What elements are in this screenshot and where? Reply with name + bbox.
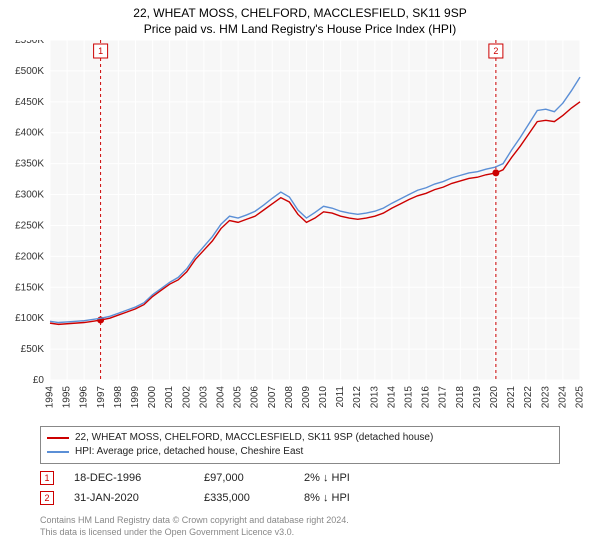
event-date: 31-JAN-2020 bbox=[74, 492, 184, 504]
svg-text:2006: 2006 bbox=[250, 386, 261, 409]
event-delta: 2% ↓ HPI bbox=[304, 472, 414, 484]
chart-title: 22, WHEAT MOSS, CHELFORD, MACCLESFIELD, … bbox=[0, 0, 600, 20]
svg-text:2011: 2011 bbox=[335, 386, 346, 408]
svg-text:2013: 2013 bbox=[369, 386, 380, 409]
event-marker: 2 bbox=[40, 491, 54, 505]
event-delta: 8% ↓ HPI bbox=[304, 492, 414, 504]
svg-text:2021: 2021 bbox=[506, 386, 517, 409]
svg-text:£300K: £300K bbox=[15, 190, 44, 201]
svg-text:2012: 2012 bbox=[352, 386, 363, 409]
svg-text:1996: 1996 bbox=[79, 386, 90, 409]
svg-text:£100K: £100K bbox=[15, 313, 44, 324]
event-price: £97,000 bbox=[204, 472, 284, 484]
svg-text:2007: 2007 bbox=[267, 386, 278, 409]
svg-text:£250K: £250K bbox=[15, 220, 44, 231]
svg-text:2005: 2005 bbox=[233, 386, 244, 409]
svg-text:2022: 2022 bbox=[523, 386, 534, 409]
svg-text:1999: 1999 bbox=[130, 386, 141, 409]
svg-text:2017: 2017 bbox=[438, 386, 449, 409]
legend: 22, WHEAT MOSS, CHELFORD, MACCLESFIELD, … bbox=[40, 426, 560, 464]
svg-text:2003: 2003 bbox=[198, 386, 209, 409]
attribution-line-2: This data is licensed under the Open Gov… bbox=[40, 526, 560, 538]
svg-text:2019: 2019 bbox=[472, 386, 483, 409]
legend-label: 22, WHEAT MOSS, CHELFORD, MACCLESFIELD, … bbox=[75, 431, 433, 445]
attribution-line-1: Contains HM Land Registry data © Crown c… bbox=[40, 514, 560, 526]
svg-text:2: 2 bbox=[493, 46, 498, 56]
svg-text:£550K: £550K bbox=[15, 40, 44, 46]
svg-text:£500K: £500K bbox=[15, 66, 44, 77]
svg-text:1: 1 bbox=[98, 46, 103, 56]
legend-label: HPI: Average price, detached house, Ches… bbox=[75, 445, 303, 459]
svg-text:£400K: £400K bbox=[15, 128, 44, 139]
svg-text:2001: 2001 bbox=[164, 386, 175, 409]
svg-text:2008: 2008 bbox=[284, 386, 295, 409]
chart-area: £0 £50K £100K £150K £200K £250K £300K £350K £400… bbox=[0, 40, 600, 420]
event-date: 18-DEC-1996 bbox=[74, 472, 184, 484]
attribution: Contains HM Land Registry data © Crown c… bbox=[40, 514, 560, 538]
svg-text:2018: 2018 bbox=[455, 386, 466, 409]
event-marker: 1 bbox=[40, 471, 54, 485]
svg-text:2000: 2000 bbox=[147, 386, 158, 409]
event-row: 2 31-JAN-2020 £335,000 8% ↓ HPI bbox=[40, 488, 560, 508]
svg-text:2010: 2010 bbox=[318, 386, 329, 409]
svg-text:1997: 1997 bbox=[96, 386, 107, 409]
svg-text:2024: 2024 bbox=[557, 386, 568, 409]
svg-text:2025: 2025 bbox=[575, 386, 586, 409]
svg-text:2020: 2020 bbox=[489, 386, 500, 409]
svg-text:£50K: £50K bbox=[21, 344, 45, 355]
svg-text:£450K: £450K bbox=[15, 97, 44, 108]
svg-text:2015: 2015 bbox=[404, 386, 415, 409]
svg-text:2016: 2016 bbox=[421, 386, 432, 409]
svg-text:2009: 2009 bbox=[301, 386, 312, 409]
svg-text:£0: £0 bbox=[33, 375, 45, 386]
svg-text:£200K: £200K bbox=[15, 251, 44, 262]
line-chart-svg: £0 £50K £100K £150K £200K £250K £300K £350K £400… bbox=[0, 40, 600, 420]
chart-subtitle: Price paid vs. HM Land Registry's House … bbox=[0, 20, 600, 40]
legend-item: HPI: Average price, detached house, Ches… bbox=[47, 445, 553, 459]
svg-text:2023: 2023 bbox=[540, 386, 551, 409]
svg-text:2004: 2004 bbox=[215, 386, 226, 409]
svg-text:2002: 2002 bbox=[181, 386, 192, 409]
svg-text:£150K: £150K bbox=[15, 282, 44, 293]
legend-item: 22, WHEAT MOSS, CHELFORD, MACCLESFIELD, … bbox=[47, 431, 553, 445]
chart-container: 22, WHEAT MOSS, CHELFORD, MACCLESFIELD, … bbox=[0, 0, 600, 560]
event-row: 1 18-DEC-1996 £97,000 2% ↓ HPI bbox=[40, 468, 560, 488]
svg-text:2014: 2014 bbox=[386, 386, 397, 409]
event-price: £335,000 bbox=[204, 492, 284, 504]
event-table: 1 18-DEC-1996 £97,000 2% ↓ HPI 2 31-JAN-2020 £… bbox=[40, 468, 560, 508]
svg-text:1995: 1995 bbox=[62, 386, 73, 409]
svg-text:£350K: £350K bbox=[15, 159, 44, 170]
svg-text:1994: 1994 bbox=[45, 386, 56, 409]
legend-swatch bbox=[47, 437, 69, 439]
svg-text:1998: 1998 bbox=[113, 386, 124, 409]
legend-swatch bbox=[47, 451, 69, 453]
